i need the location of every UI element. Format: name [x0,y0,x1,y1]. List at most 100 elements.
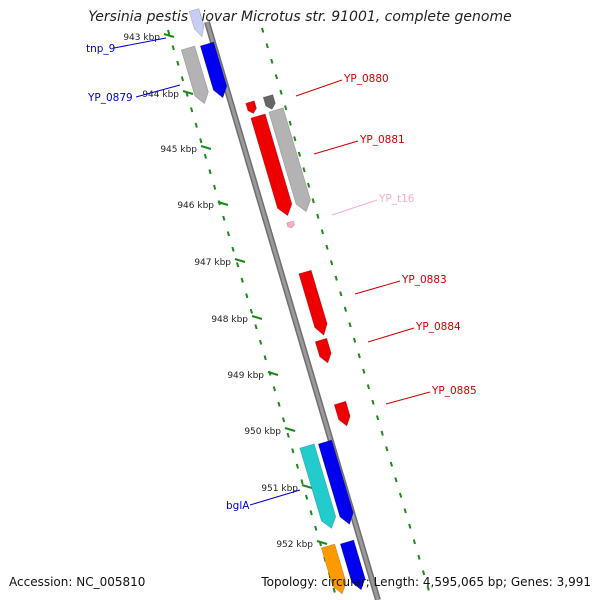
tick-mark [176,60,180,66]
tick-mark [348,322,352,328]
ruler-label: 950 kbp [244,427,281,437]
tick-mark [167,29,171,35]
tick-mark [362,368,366,374]
tick-mark [231,246,235,252]
tick-mark [274,74,279,80]
major-tick [301,484,313,489]
gene-features [180,8,366,595]
tick-mark [222,215,226,221]
tick-mark [307,182,311,188]
tick-mark [300,479,304,485]
tick-mark [194,122,198,128]
gene-leader-line [313,140,359,155]
tick-mark [293,136,297,142]
tick-mark [314,525,318,531]
tick-mark [270,58,274,64]
gene-label: YP_0885 [431,385,477,397]
tick-mark [295,463,299,469]
left-tick-track [163,29,336,593]
tick-mark [259,339,263,345]
tick-mark [249,308,254,314]
gene-leader-line [295,79,343,97]
major-tick [217,201,229,206]
gene-label: tnp_9 [86,43,115,55]
gene-leader-line [113,37,167,49]
yp-0879-reverse-gene [180,45,209,105]
tick-mark [281,417,286,423]
yp-0879-gene [199,41,228,99]
bgla-neighbor-gene [317,439,354,525]
gene-label: YP_0883 [401,274,447,286]
yp-t16-gene [286,220,295,229]
tick-mark [291,448,295,454]
tick-mark [284,105,288,111]
tick-mark [199,138,203,144]
ruler-label: 947 kbp [194,258,231,268]
gene-label: YP_0881 [359,134,405,146]
tick-mark [190,107,194,113]
yp-0883-gene [298,269,328,336]
ruler-label: 949 kbp [227,371,264,381]
ruler-label: 951 kbp [261,484,298,494]
tick-mark [203,153,208,159]
tick-mark [426,585,430,591]
major-tick [182,90,194,95]
tick-mark [325,244,329,250]
yp-0880-small-gene [245,100,257,114]
tick-mark [357,353,361,359]
tick-mark [302,167,306,173]
tick-mark [353,337,357,343]
tick-mark [304,494,309,500]
tick-mark [343,306,348,312]
tick-mark [398,492,403,498]
tick-mark [408,523,412,529]
major-tick [251,315,263,320]
tick-mark [279,89,283,95]
gene-leader-line [354,280,401,295]
tick-mark [403,508,407,514]
tick-mark [389,461,393,467]
major-tick [200,145,212,150]
tick-mark [265,43,269,49]
gene-label: YP_0884 [415,321,461,333]
tick-mark [261,27,265,33]
gene-leader-line [331,199,378,216]
orange-gene [320,543,347,595]
gene-labels: tnp_9 YP_0879 YP_0880 YP_0881 YP_t16 YP_0883 Y… [86,37,477,512]
tick-mark [339,291,343,297]
ruler-label: 952 kbp [276,540,313,550]
tick-mark [245,293,249,299]
accession-text: Accession: NC_005810 [9,575,146,589]
major-tick [234,258,246,263]
tick-mark [311,198,315,204]
yp-0880-gene [262,94,276,110]
tick-mark [375,415,380,421]
ruler-labels: 943 kbp 944 kbp 945 kbp 946 kbp 947 kbp 948 k… [123,33,313,550]
tick-mark [316,213,320,219]
ruler-label: 944 kbp [142,90,179,100]
tick-mark [208,169,212,175]
tick-mark [334,275,338,281]
gene-label: YP_t16 [378,193,415,205]
tick-mark [286,432,290,438]
tick-mark [417,554,421,560]
blue-gene-bottom [339,539,366,591]
major-tick [163,33,175,38]
gene-leader-line [249,489,301,506]
tick-mark [236,262,240,268]
tick-mark [263,355,267,361]
tick-mark [309,510,313,516]
tick-mark [240,277,244,283]
major-tick [267,371,279,376]
ruler-label: 946 kbp [177,201,214,211]
yp-0881-gene [250,113,293,217]
tick-mark [330,260,334,266]
tick-mark [277,401,281,407]
tick-mark [288,120,292,126]
gene-label: bglA [226,500,250,512]
tick-mark [385,446,389,452]
tick-mark [254,324,258,330]
bgla-gene [299,443,337,529]
tick-mark [371,399,375,405]
